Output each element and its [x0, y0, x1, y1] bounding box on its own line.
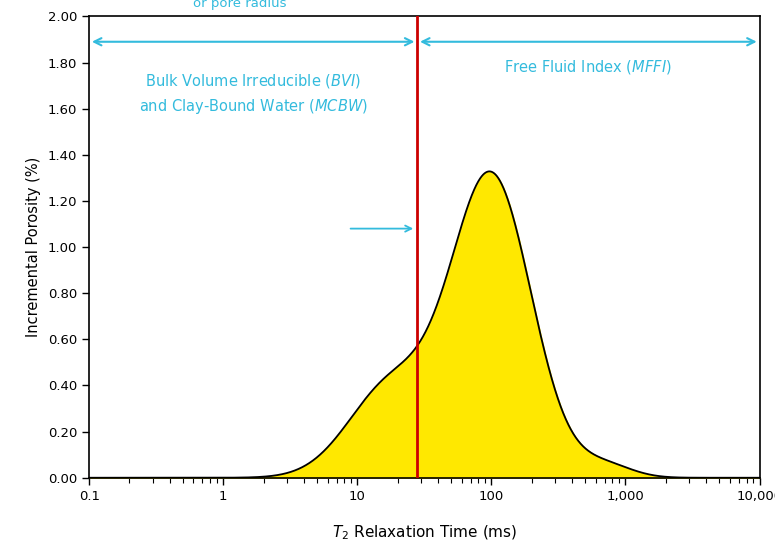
Text: Standard fixed $T_2$ cutoff
Relates to a capillary pressure
or pore radius: Standard fixed $T_2$ cutoff Relates to a…: [193, 0, 395, 9]
Text: Free Fluid Index ($MFFI$): Free Fluid Index ($MFFI$): [505, 58, 672, 76]
Text: Bulk Volume Irreducible ($BVI$)
and Clay-Bound Water ($MCBW$): Bulk Volume Irreducible ($BVI$) and Clay…: [139, 72, 367, 116]
Text: $T_2$ Relaxation Time (ms): $T_2$ Relaxation Time (ms): [332, 524, 517, 542]
Y-axis label: Incremental Porosity (%): Incremental Porosity (%): [26, 157, 41, 337]
